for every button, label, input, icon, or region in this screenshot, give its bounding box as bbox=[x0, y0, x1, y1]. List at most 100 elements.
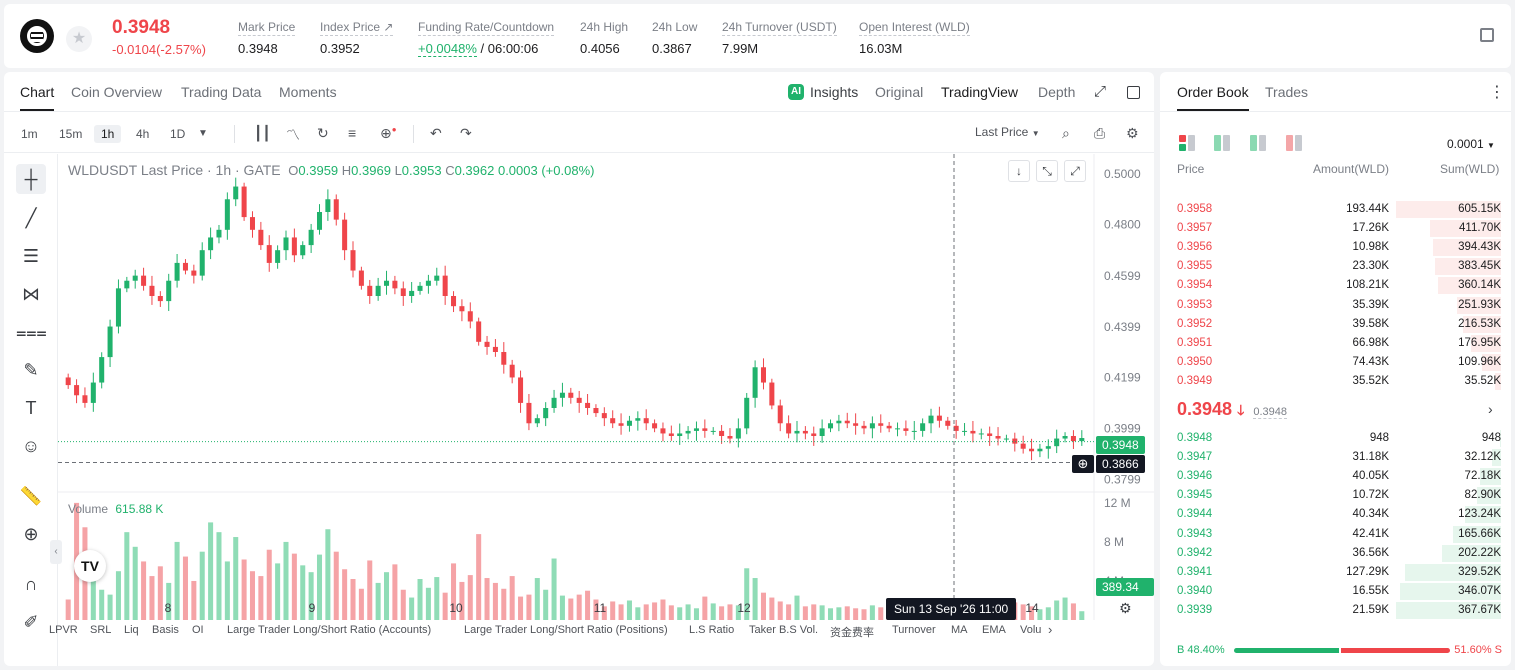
replay-icon[interactable]: ↻ bbox=[317, 125, 329, 141]
candlestick-chart[interactable]: 0.5000 0.4800 0.4599 0.4399 0.4199 0.3999 0.37… bbox=[58, 154, 1154, 620]
bid-row[interactable]: 0.3944 40.34K 123.24K bbox=[1160, 505, 1511, 524]
ask-row[interactable]: 0.3954 108.21K 360.14K bbox=[1160, 276, 1511, 295]
ask-row[interactable]: 0.3952 39.58K 216.53K bbox=[1160, 315, 1511, 334]
stat-24h-turnover[interactable]: 24h Turnover (USDT) 7.99M bbox=[722, 18, 837, 56]
indicators-icon[interactable]: 〽 bbox=[286, 127, 300, 143]
redo-icon[interactable]: ↷ bbox=[460, 125, 472, 141]
bid-row[interactable]: 0.3948 948 948 bbox=[1160, 429, 1511, 448]
order-book-mid-price[interactable]: 0.3948 🡓 0.3948 bbox=[1177, 399, 1288, 424]
tab-tradingview[interactable]: TradingView bbox=[941, 84, 1019, 100]
tab-trades[interactable]: Trades bbox=[1265, 84, 1309, 100]
ask-row[interactable]: 0.3953 35.39K 251.93K bbox=[1160, 296, 1511, 315]
trend-line-icon[interactable]: ╱ bbox=[25, 208, 37, 228]
chevron-right-icon[interactable]: › bbox=[1488, 401, 1493, 417]
candle-type-icon[interactable]: ┃┃ bbox=[254, 125, 271, 141]
settings-icon[interactable]: ⚙ bbox=[1126, 125, 1139, 141]
stat-index-price[interactable]: Index Price ↗ 0.3952 bbox=[320, 18, 394, 56]
indicator-ma[interactable]: MA bbox=[951, 624, 968, 636]
timeframe-dropdown-icon[interactable]: ▼ bbox=[198, 128, 208, 139]
timeframe-1h[interactable]: 1h bbox=[94, 125, 122, 143]
tab-moments[interactable]: Moments bbox=[279, 84, 337, 100]
bid-row[interactable]: 0.3943 42.41K 165.66K bbox=[1160, 525, 1511, 544]
bid-row[interactable]: 0.3942 36.56K 202.22K bbox=[1160, 544, 1511, 563]
ruler-icon[interactable]: 📏 bbox=[19, 486, 43, 506]
view-bids-alt-icon[interactable] bbox=[1250, 135, 1266, 151]
bid-row[interactable]: 0.3945 10.72K 82.90K bbox=[1160, 486, 1511, 505]
indicator-ls-accounts[interactable]: Large Trader Long/Short Ratio (Accounts) bbox=[227, 624, 432, 636]
lock-draw-icon[interactable]: ✐ bbox=[23, 612, 39, 632]
indicator-liq[interactable]: Liq bbox=[124, 624, 139, 636]
collapse-icon[interactable]: ⤡ bbox=[1036, 160, 1058, 182]
camera-icon[interactable]: ⎙ bbox=[1094, 125, 1106, 141]
more-options-icon[interactable]: ⋮ bbox=[1489, 84, 1505, 101]
ask-row[interactable]: 0.3957 17.26K 411.70K bbox=[1160, 219, 1511, 238]
stat-funding-rate[interactable]: Funding Rate/Countdown +0.0048% / 06:00:… bbox=[418, 18, 555, 57]
brush-icon[interactable]: ✎ bbox=[23, 360, 39, 380]
zoom-icon[interactable]: ⊕ bbox=[23, 524, 39, 544]
indicator-turnover[interactable]: Turnover bbox=[892, 624, 936, 636]
expand-icon[interactable]: ⤢ bbox=[1094, 83, 1107, 100]
tab-chart[interactable]: Chart bbox=[20, 84, 55, 111]
bid-row[interactable]: 0.3946 40.05K 72.18K bbox=[1160, 467, 1511, 486]
view-asks-icon[interactable] bbox=[1286, 135, 1302, 151]
ask-row[interactable]: 0.3955 23.30K 383.45K bbox=[1160, 257, 1511, 276]
bid-row[interactable]: 0.3947 31.18K 32.12K bbox=[1160, 448, 1511, 467]
window-icon[interactable] bbox=[1127, 86, 1140, 99]
indicator-funding[interactable]: 资金费率 bbox=[830, 627, 874, 639]
tab-original[interactable]: Original bbox=[875, 84, 924, 100]
scroll-down-icon[interactable]: ↓ bbox=[1008, 160, 1030, 182]
undo-icon[interactable]: ↶ bbox=[430, 125, 442, 141]
bid-row[interactable]: 0.3940 16.55K 346.07K bbox=[1160, 582, 1511, 601]
ask-row[interactable]: 0.3950 74.43K 109.96K bbox=[1160, 353, 1511, 372]
stat-open-interest[interactable]: Open Interest (WLD) 16.03M bbox=[859, 18, 970, 56]
pattern-icon[interactable]: ⋈ bbox=[22, 284, 40, 304]
horizontal-lines-icon[interactable]: ☰ bbox=[22, 246, 40, 266]
tab-depth[interactable]: Depth bbox=[1038, 84, 1076, 100]
magnet-icon[interactable]: ∩ bbox=[24, 574, 38, 594]
view-both-icon[interactable] bbox=[1179, 135, 1195, 151]
indicator-ls-positions[interactable]: Large Trader Long/Short Ratio (Positions… bbox=[464, 624, 668, 636]
indicator-oi[interactable]: OI bbox=[192, 624, 204, 636]
add-alert-icon[interactable]: ⊕ bbox=[1072, 455, 1094, 473]
view-bids-icon[interactable] bbox=[1214, 135, 1230, 151]
indicator-scroll-right-icon[interactable]: › bbox=[1048, 622, 1053, 637]
collapse-toolbar-icon[interactable]: ‹ bbox=[50, 540, 62, 564]
fib-icon[interactable]: ⩶ bbox=[16, 322, 47, 342]
tab-insights[interactable]: Insights bbox=[810, 84, 859, 100]
ask-row[interactable]: 0.3951 66.98K 176.95K bbox=[1160, 334, 1511, 353]
indicator-taker-vol[interactable]: Taker B.S Vol. bbox=[749, 624, 819, 636]
candle-body bbox=[350, 250, 356, 271]
indicator-srl[interactable]: SRL bbox=[90, 624, 112, 636]
ask-row[interactable]: 0.3956 10.98K 394.43K bbox=[1160, 238, 1511, 257]
add-indicator-icon[interactable]: ⊕● bbox=[380, 125, 397, 141]
price-type-select[interactable]: Last Price ▼ bbox=[975, 125, 1040, 139]
bid-row[interactable]: 0.3941 127.29K 329.52K bbox=[1160, 563, 1511, 582]
tab-order-book[interactable]: Order Book bbox=[1177, 84, 1249, 111]
indicator-ema[interactable]: EMA bbox=[982, 624, 1006, 636]
stat-mark-price[interactable]: Mark Price 0.3948 bbox=[238, 18, 296, 56]
ask-row[interactable]: 0.3958 193.44K 605.15K bbox=[1160, 200, 1511, 219]
text-tool-icon[interactable]: T bbox=[25, 398, 37, 418]
indicator-ls-ratio[interactable]: L.S Ratio bbox=[689, 624, 735, 636]
search-icon[interactable]: ⌕ bbox=[1062, 125, 1070, 141]
favorite-star-icon[interactable]: ★ bbox=[66, 26, 92, 52]
indicator-basis[interactable]: Basis bbox=[152, 624, 179, 636]
precision-select[interactable]: 0.0001 ▼ bbox=[1447, 137, 1495, 151]
indicator-lpvr[interactable]: LPVR bbox=[49, 624, 78, 636]
chart-settings-icon[interactable]: ⚙ bbox=[1119, 600, 1132, 616]
ask-row[interactable]: 0.3949 35.52K 35.52K bbox=[1160, 372, 1511, 391]
tab-coin-overview[interactable]: Coin Overview bbox=[71, 84, 163, 100]
maximize-icon[interactable]: ⤢ bbox=[1064, 160, 1086, 182]
tradingview-logo[interactable]: TV bbox=[74, 550, 106, 582]
book-icon[interactable] bbox=[1480, 28, 1494, 42]
timeframe-1m[interactable]: 1m bbox=[21, 127, 38, 141]
crosshair-icon[interactable]: ┼ bbox=[16, 164, 46, 194]
tab-trading-data[interactable]: Trading Data bbox=[181, 84, 262, 100]
template-icon[interactable]: ≡ bbox=[348, 125, 357, 141]
bid-row[interactable]: 0.3939 21.59K 367.67K bbox=[1160, 601, 1511, 620]
emoji-icon[interactable]: ☺ bbox=[21, 436, 41, 456]
timeframe-15m[interactable]: 15m bbox=[59, 127, 83, 141]
timeframe-1d[interactable]: 1D bbox=[170, 127, 186, 141]
timeframe-4h[interactable]: 4h bbox=[136, 127, 150, 141]
indicator-volume[interactable]: Volu bbox=[1020, 624, 1042, 636]
